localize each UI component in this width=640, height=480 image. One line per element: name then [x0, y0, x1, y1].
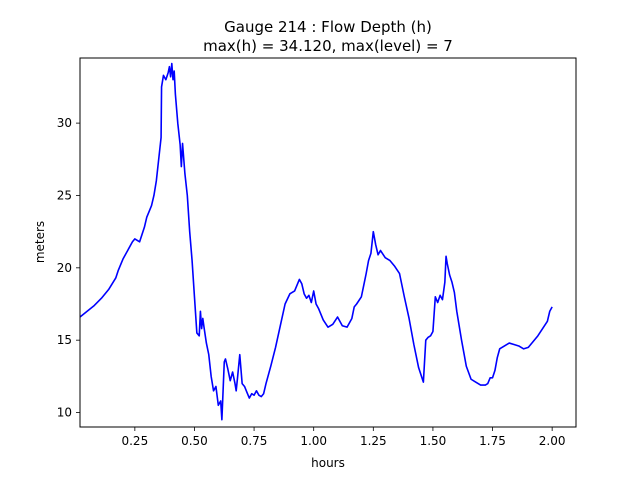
- x-tick-label: 0.75: [241, 434, 268, 448]
- chart-title-line1: Gauge 214 : Flow Depth (h): [224, 18, 432, 36]
- axes-frame: [79, 57, 577, 428]
- y-tick-label: 30: [57, 116, 72, 130]
- x-tick-label: 1.25: [360, 434, 387, 448]
- chart-title-line2: max(h) = 34.120, max(level) = 7: [203, 37, 453, 55]
- plot-area: [79, 62, 553, 421]
- x-axis-label: hours: [311, 456, 345, 470]
- x-tick-label: 0.25: [121, 434, 148, 448]
- x-tick-label: 2.00: [539, 434, 566, 448]
- x-tick-label: 1.75: [479, 434, 506, 448]
- y-axis: 10 15 20 25 30: [57, 116, 80, 420]
- y-tick-label: 20: [57, 261, 72, 275]
- x-tick-label: 1.50: [420, 434, 447, 448]
- y-tick-label: 10: [57, 406, 72, 420]
- x-axis: 0.25 0.50 0.75 1.00 1.25 1.50 1.75 2.00: [121, 427, 566, 448]
- series-line-flow-depth: [79, 62, 553, 421]
- y-tick-label: 15: [57, 333, 72, 347]
- x-tick-label: 0.50: [181, 434, 208, 448]
- y-tick-label: 25: [57, 188, 72, 202]
- y-axis-label: meters: [33, 221, 47, 263]
- x-tick-label: 1.00: [300, 434, 327, 448]
